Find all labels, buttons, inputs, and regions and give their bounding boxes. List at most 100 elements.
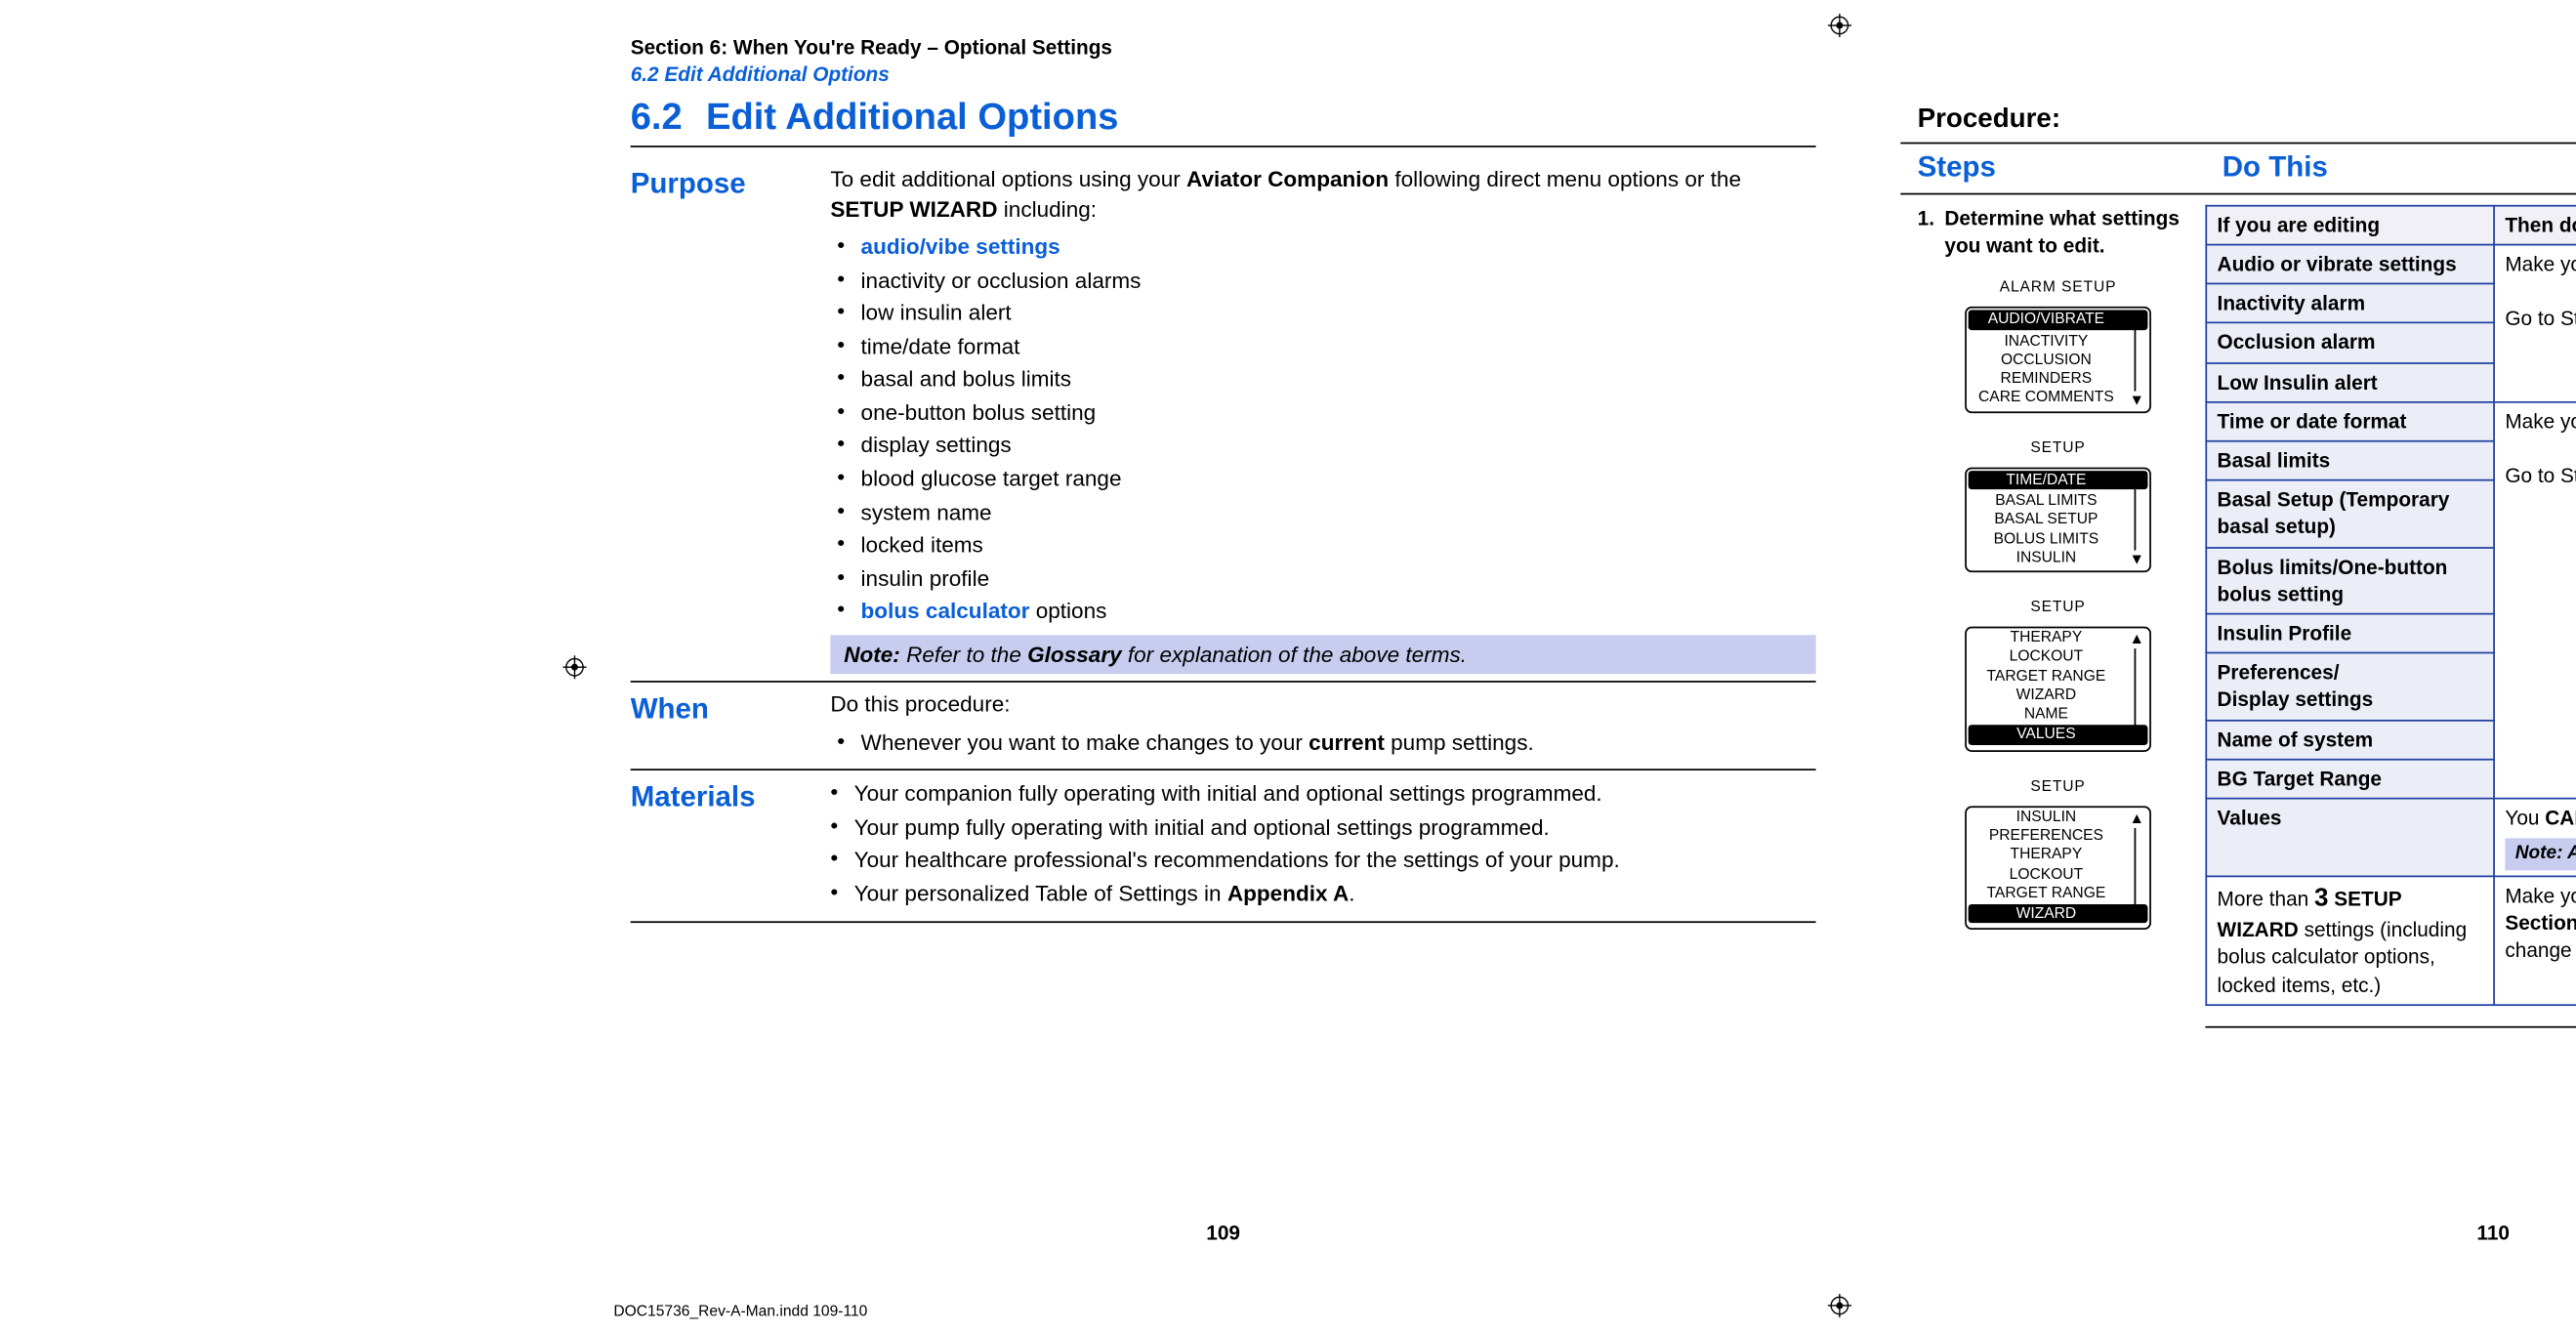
purpose-intro: To edit additional options using your Av… xyxy=(830,164,1815,224)
table-cell: Audio or vibrate settings xyxy=(2206,245,2494,284)
list-item: system name xyxy=(861,495,1816,528)
screen-row: INSULIN xyxy=(1967,549,2149,568)
device-screen: SETUP INSULINPREFERENCESTHERAPY LOCKOUTTA… xyxy=(1918,775,2199,931)
list-item: Your healthcare professional's recommend… xyxy=(854,844,1816,877)
list-item: audio/vibe settings xyxy=(861,230,1816,264)
materials-list: Your companion fully operating with init… xyxy=(830,778,1815,911)
device-screen: ALARM SETUP AUDIO/VIBRATEINACTIVITYOCCLUS… xyxy=(1918,276,2199,412)
dothis-column: If you are editing Then do this Audio or… xyxy=(2205,194,2576,1027)
page-number-left: 109 xyxy=(1206,1219,1240,1246)
chevron-down-icon: ▼ xyxy=(2130,552,2144,567)
table-cell: Values xyxy=(2206,798,2494,876)
step-number: 1. xyxy=(1918,205,1934,260)
table-head-right: Then do this xyxy=(2494,206,2576,245)
table-cell: Insulin Profile xyxy=(2206,614,2494,653)
list-item: Your companion fully operating with init… xyxy=(854,778,1816,811)
print-spread: Section 6: When You're Ready – Optional … xyxy=(546,0,2576,1331)
list-item: blood glucose target range xyxy=(861,462,1816,495)
materials-label: Materials xyxy=(631,778,831,914)
screen-caption: SETUP xyxy=(1918,437,2199,457)
chevron-down-icon: ▼ xyxy=(2130,731,2144,747)
table-row: More than 3 SETUP WIZARD settings (inclu… xyxy=(2206,876,2576,1004)
screen-row: THERAPY LOCKOUT xyxy=(1967,846,2149,884)
screen-row: INSULIN xyxy=(1967,808,2149,827)
table-cell: Low Insulin alert xyxy=(2206,362,2494,401)
screen-row: TARGET RANGE xyxy=(1967,667,2149,686)
table-cell: More than 3 SETUP WIZARD settings (inclu… xyxy=(2206,876,2494,1004)
screen-row: AUDIO/VIBRATE xyxy=(1969,311,2148,330)
screen-row: BOLUS LIMITS xyxy=(1967,529,2149,549)
table-head-left: If you are editing xyxy=(2206,206,2494,245)
list-item: time/date format xyxy=(861,330,1816,363)
list-item: one-button bolus setting xyxy=(861,396,1816,430)
list-item: inactivity or occlusion alarms xyxy=(861,264,1816,297)
table-cell: Name of system xyxy=(2206,720,2494,759)
materials-block: Materials Your companion fully operating… xyxy=(631,771,1816,923)
chevron-down-icon: ▼ xyxy=(2130,393,2144,408)
section-number: 6.2 xyxy=(631,92,683,142)
list-item: insulin profile xyxy=(861,562,1816,595)
list-item: Your personalized Table of Settings in A… xyxy=(854,877,1816,910)
table-cell: Make your edits from the SETUP WIZARD me… xyxy=(2494,876,2576,1004)
screen-caption: ALARM SETUP xyxy=(1918,276,2199,297)
slug-left: DOC15736_Rev-A-Man.indd 109-110 xyxy=(613,1301,867,1321)
runhead-line1: Section 6: When You're Ready – Optional … xyxy=(1900,34,2576,62)
dothis-header: Do This xyxy=(2205,144,2576,194)
chevron-up-icon: ▲ xyxy=(2130,312,2144,328)
section-title-text: Edit Additional Options xyxy=(706,92,1118,142)
list-item: basal and bolus limits xyxy=(861,363,1816,396)
table-row: Audio or vibrate settingsMake your edits… xyxy=(2206,245,2576,284)
purpose-block: Purpose To edit additional options using… xyxy=(631,157,1816,681)
running-header-right: Section 6: When You're Ready – Optional … xyxy=(1900,34,2576,89)
when-block: When Do this procedure: Whenever you wan… xyxy=(631,683,1816,770)
list-item: Your pump fully operating with initial a… xyxy=(854,811,1816,844)
screen-row: THERAPY LOCKOUT xyxy=(1967,629,2149,667)
chevron-up-icon: ▲ xyxy=(2130,472,2144,487)
when-intro: Do this procedure: xyxy=(830,689,1815,719)
values-note: Note: Aviator Pump uses U100 insulin onl… xyxy=(2505,839,2576,871)
table-cell: Bolus limits/One-button bolus setting xyxy=(2206,547,2494,613)
device-screen: SETUP THERAPY LOCKOUTTARGET RANGEWIZARDNA… xyxy=(1918,597,2199,752)
screen-row: PREFERENCES xyxy=(1967,826,2149,846)
screen-caption: SETUP xyxy=(1918,597,2199,617)
chevron-up-icon: ▲ xyxy=(2130,811,2144,826)
list-item: bolus calculator options xyxy=(861,595,1816,628)
screen-caption: SETUP xyxy=(1918,775,2199,796)
screen-row: NAME xyxy=(1967,705,2149,725)
list-item: Whenever you want to make changes to you… xyxy=(861,727,1816,760)
procedure-heading: Procedure: xyxy=(1918,103,2576,139)
registration-mark-icon xyxy=(1828,1294,1851,1317)
screen-row: BASAL SETUP xyxy=(1967,511,2149,530)
purpose-list: audio/vibe settingsinactivity or occlusi… xyxy=(830,230,1815,628)
table-row: Time or date formatMake your edits from … xyxy=(2206,402,2576,441)
table-row: ValuesYou CANNOT change the default insu… xyxy=(2206,798,2576,876)
step-title: Determine what settings you want to edit… xyxy=(1944,205,2198,260)
table-cell: Basal limits xyxy=(2206,441,2494,480)
page-left: Section 6: When You're Ready – Optional … xyxy=(631,34,1816,1254)
list-item: locked items xyxy=(861,528,1816,562)
registration-mark-icon xyxy=(562,655,586,679)
screen-row: BASAL LIMITS xyxy=(1967,491,2149,511)
table-cell: Preferences/Display settings xyxy=(2206,653,2494,720)
steps-column: 1. Determine what settings you want to e… xyxy=(1900,194,2205,1027)
registration-mark-icon xyxy=(1828,14,1851,37)
list-item: low insulin alert xyxy=(861,297,1816,330)
table-cell: Make your edits from the ALARMS menu.Go … xyxy=(2494,245,2576,402)
table-cell: Basal Setup (Temporary basal setup) xyxy=(2206,480,2494,547)
screen-row: INACTIVITY xyxy=(1967,331,2149,351)
section-heading: 6.2 Edit Additional Options xyxy=(631,92,1816,147)
table-cell: BG Target Range xyxy=(2206,759,2494,798)
decision-table: If you are editing Then do this Audio or… xyxy=(2205,205,2576,1006)
when-label: When xyxy=(631,689,831,763)
running-header-left: Section 6: When You're Ready – Optional … xyxy=(631,34,1816,89)
screen-row: OCCLUSION xyxy=(1967,351,2149,370)
device-screen: SETUP TIME/DATEBASAL LIMITSBASAL SETUPBOL… xyxy=(1918,437,2199,572)
runhead-line2: 6.2 Edit Additional Options xyxy=(631,62,1816,89)
table-cell: Inactivity alarm xyxy=(2206,284,2494,323)
screen-row: CARE COMMENTS xyxy=(1967,389,2149,408)
screen-row: WIZARD xyxy=(1967,686,2149,705)
screen-row: TARGET RANGE xyxy=(1967,884,2149,903)
screen-row: TIME/DATE xyxy=(1969,471,2148,490)
when-list: Whenever you want to make changes to you… xyxy=(830,727,1815,760)
purpose-label: Purpose xyxy=(631,164,831,674)
